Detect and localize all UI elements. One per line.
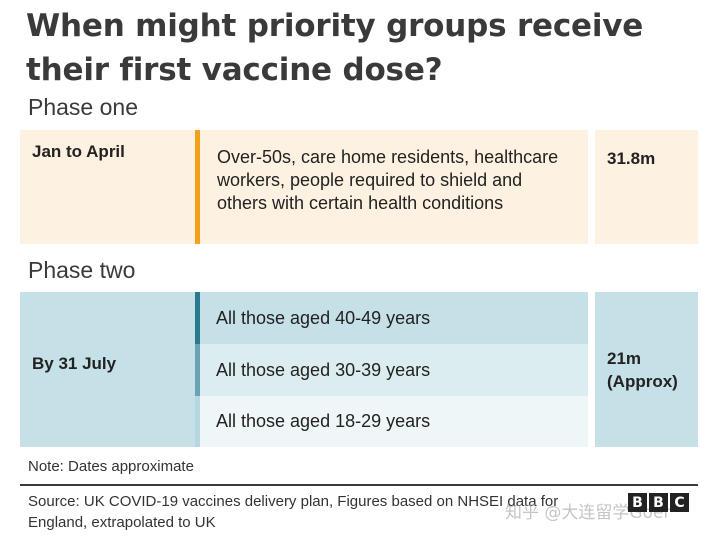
- divider: [20, 484, 698, 486]
- phase-two-count: 21m (Approx): [607, 349, 678, 391]
- logo-block-b1: B: [628, 493, 647, 512]
- phase-one-label: Phase one: [28, 94, 138, 120]
- phase-two-group-3: All those aged 18-29 years: [216, 411, 431, 431]
- phase-two-group-row: All those aged 18-29 years: [200, 396, 588, 447]
- source-text: Source: UK COVID-19 vaccines delivery pl…: [28, 493, 559, 531]
- logo-block-c: C: [670, 493, 689, 512]
- phase-two-group-1: All those aged 40-49 years: [216, 308, 431, 328]
- bbc-logo: B B C: [628, 493, 689, 512]
- phase-two-group-row: All those aged 40-49 years: [200, 292, 588, 344]
- phase-one-period-cell: Jan to April: [20, 130, 195, 244]
- phase-two-count-cell: 21m (Approx): [595, 292, 698, 447]
- logo-block-b2: B: [649, 493, 668, 512]
- phase-two-period-cell: By 31 July: [20, 292, 195, 447]
- phase-one-groups-cell: Over-50s, care home residents, healthcar…: [200, 130, 588, 244]
- page-title: When might priority groups receive their…: [26, 8, 644, 88]
- note: Note: Dates approximate: [28, 458, 194, 475]
- phase-two-accent-bar: [195, 292, 200, 447]
- phase-one-groups: Over-50s, care home residents, healthcar…: [217, 147, 559, 213]
- phase-one-count-cell: 31.8m: [595, 130, 698, 244]
- phase-two-group-2: All those aged 30-39 years: [216, 360, 431, 380]
- phase-one-count: 31.8m: [607, 149, 656, 168]
- phase-one-period: Jan to April: [32, 142, 125, 161]
- phase-two-label: Phase two: [28, 257, 136, 283]
- phase-two-group-row: All those aged 30-39 years: [200, 344, 588, 396]
- phase-one-accent-bar: [195, 130, 200, 244]
- phase-two-period: By 31 July: [32, 354, 117, 373]
